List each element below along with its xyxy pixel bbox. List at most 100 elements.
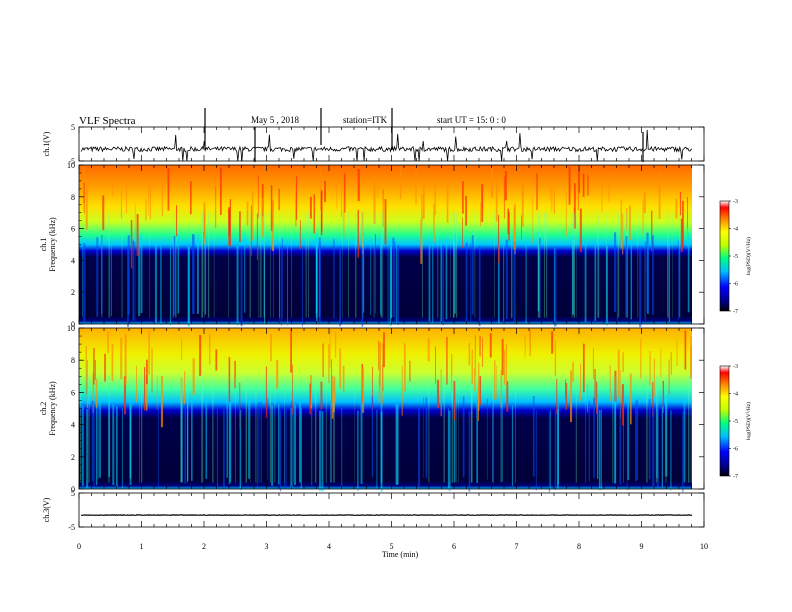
- spectrogram-streak: [357, 209, 359, 258]
- spectrogram-streak: [83, 182, 85, 214]
- spectrogram-streak: [617, 212, 620, 318]
- spectrogram-streak: [149, 212, 150, 318]
- spectrogram-streak: [598, 238, 600, 318]
- spectrogram-streak: [263, 212, 265, 318]
- spectrogram-streak: [498, 214, 500, 264]
- spectrogram-streak: [246, 201, 249, 226]
- spectrogram-streak: [637, 399, 639, 480]
- spectrogram-streak: [270, 333, 272, 362]
- spectrogram-streak: [260, 402, 262, 483]
- spectrogram-gap: [692, 328, 704, 489]
- spectrogram-streak: [378, 340, 380, 370]
- spectrogram-streak: [496, 365, 498, 400]
- spectrogram-streak: [474, 212, 476, 318]
- spectrogram-streak: [596, 381, 598, 414]
- spectrogram-streak: [314, 376, 317, 483]
- x-axis-label: Time (min): [382, 550, 419, 559]
- spectrogram-streak: [342, 366, 345, 392]
- spectrogram-streak: [108, 396, 111, 478]
- spectrogram-streak: [228, 212, 229, 318]
- spectrogram-streak: [621, 384, 624, 426]
- spectrogram-streak: [680, 218, 683, 252]
- spectrogram-streak: [486, 398, 488, 480]
- spectrogram-streak: [134, 241, 136, 322]
- spectrogram-streak: [204, 212, 205, 318]
- spectrogram-streak: [504, 171, 507, 201]
- spectrogram-streak: [428, 376, 430, 483]
- colorbar-tick-label: -5: [733, 254, 738, 260]
- spectrogram-streak: [661, 406, 664, 488]
- spectrogram-streak: [228, 403, 231, 484]
- start-time-label: start UT = 15: 0 : 0: [437, 115, 506, 125]
- ch2-spectrogram-panel: 0 2 4 6 8 10 ch.2 Frequency (kHz): [39, 324, 705, 494]
- spectrogram-streak: [497, 244, 500, 325]
- colorbar-gradient: [719, 365, 730, 477]
- spectrogram-streak: [112, 173, 113, 198]
- x-tick-label: 9: [640, 542, 644, 551]
- spectrogram-streak: [511, 238, 513, 319]
- spectrogram-streak: [448, 410, 451, 492]
- spectrogram-streak: [95, 379, 98, 408]
- spectrogram-streak: [348, 212, 350, 318]
- spectrogram-streak: [442, 245, 444, 326]
- spectrogram-streak: [427, 338, 430, 362]
- spectrogram-streak: [453, 212, 455, 318]
- spectrogram-streak: [481, 184, 484, 223]
- spectrogram-streak: [145, 375, 148, 411]
- spectrogram-streak: [451, 354, 453, 390]
- spectrogram-streak: [554, 340, 557, 376]
- spectrogram-streak: [577, 169, 579, 211]
- spectrogram-streak: [324, 180, 326, 203]
- figure-title: VLF Spectra: [79, 115, 136, 127]
- spectrogram-streak: [279, 212, 281, 318]
- spectrogram-streak: [373, 212, 375, 318]
- spectrogram-streak: [454, 234, 456, 314]
- spectrogram-streak: [130, 219, 133, 269]
- spectrogram-streak: [629, 373, 632, 425]
- spectrogram-streak: [649, 351, 651, 386]
- spectrogram-streak: [588, 400, 590, 482]
- spectrogram-streak: [331, 359, 332, 403]
- spectrogram-streak: [102, 195, 105, 231]
- spectrogram-streak: [99, 397, 101, 478]
- spectrogram-streak: [336, 184, 338, 210]
- spectrogram-streak: [401, 366, 403, 416]
- x-tick-label: 5: [390, 542, 394, 551]
- spectrogram-streak: [382, 188, 384, 227]
- spectrogram-streak: [544, 212, 546, 318]
- spectrogram-streak: [329, 329, 331, 368]
- spectrogram-streak: [287, 246, 288, 326]
- spectrogram-streak: [670, 410, 672, 491]
- spectrogram-streak: [628, 205, 631, 241]
- y-axis-label: ch.1: [39, 238, 48, 252]
- spectrogram-streak: [453, 381, 456, 421]
- spectrogram-streak: [494, 212, 495, 318]
- spectrogram-streak: [653, 358, 655, 397]
- spectrogram-streak: [129, 404, 132, 485]
- spectrogram-streak: [623, 376, 624, 483]
- spectrogram-streak: [600, 409, 602, 491]
- spectrogram-streak: [450, 212, 451, 318]
- spectrogram-streak: [643, 192, 646, 214]
- spectrogram-streak: [311, 404, 313, 486]
- spectrogram-streak: [570, 370, 573, 422]
- spectrogram-streak: [399, 167, 402, 200]
- spectrogram-streak: [688, 376, 690, 483]
- spectrogram-streak: [341, 408, 343, 489]
- spectrogram-streak: [333, 239, 335, 319]
- spectrogram-streak: [415, 168, 417, 205]
- spectrogram-streak: [136, 214, 139, 256]
- spectrogram-streak: [503, 349, 506, 386]
- spectrogram-streak: [494, 360, 496, 400]
- spectrogram-streak: [537, 231, 540, 312]
- y-tick-label: -5: [68, 157, 75, 166]
- spectrogram-streak: [148, 331, 150, 375]
- spectrogram-streak: [537, 212, 540, 318]
- spectrogram-streak: [462, 181, 464, 214]
- spectrogram-streak: [423, 397, 424, 478]
- spectrogram-streak: [339, 348, 342, 389]
- spectrogram-streak: [363, 233, 365, 313]
- spectrogram-streak: [292, 364, 294, 415]
- colorbar-tick-label: -4: [733, 392, 738, 398]
- spectrogram-streak: [513, 241, 516, 322]
